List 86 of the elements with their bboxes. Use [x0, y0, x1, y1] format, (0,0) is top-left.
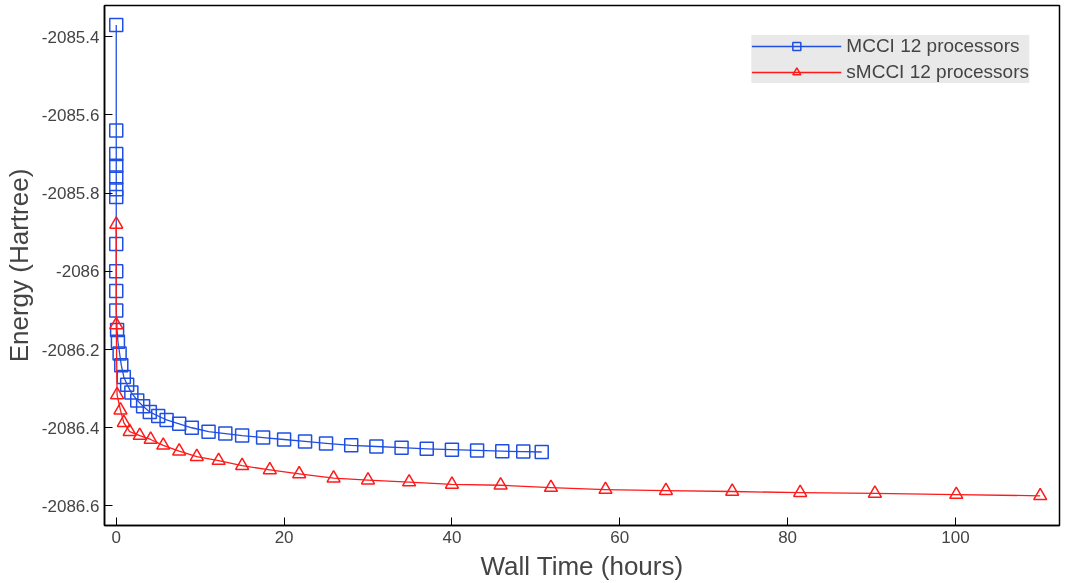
y-tick-label: -2085.8	[41, 184, 100, 204]
point	[1032, 487, 1048, 501]
point	[234, 428, 250, 443]
legend-label: sMCCI 12 processors	[846, 61, 1029, 83]
point	[129, 393, 145, 408]
x-axis-title: Wall Time (hours)	[480, 550, 684, 581]
point	[155, 437, 171, 450]
point	[369, 439, 384, 454]
y-tick-label: -2085.4	[41, 27, 100, 47]
point	[297, 434, 313, 449]
point	[109, 146, 124, 162]
point	[516, 444, 531, 459]
legend-label: MCCI 12 processors	[846, 35, 1020, 57]
point	[109, 189, 124, 205]
point	[401, 473, 417, 487]
point	[255, 430, 271, 445]
point	[109, 170, 124, 185]
y-tick-label: -2086.6	[41, 496, 100, 516]
point	[360, 471, 376, 485]
point	[444, 476, 460, 489]
point	[142, 404, 158, 420]
x-tick-label: 60	[610, 527, 630, 547]
point	[122, 423, 137, 437]
point	[444, 442, 460, 457]
x-tick-label: 100	[941, 527, 970, 547]
point	[159, 412, 174, 428]
point	[109, 17, 124, 33]
point	[318, 436, 334, 451]
point	[150, 408, 166, 424]
point	[543, 479, 559, 493]
point	[469, 443, 485, 458]
point	[110, 334, 126, 349]
point	[109, 123, 124, 138]
point	[534, 444, 549, 460]
point	[109, 283, 124, 299]
point	[493, 476, 508, 490]
point	[109, 158, 124, 174]
point	[114, 357, 129, 373]
y-tick-label: -2086.4	[41, 418, 100, 438]
point	[109, 322, 125, 338]
point	[113, 401, 128, 415]
point	[276, 432, 292, 447]
point	[211, 452, 226, 466]
point	[792, 484, 808, 498]
point	[109, 386, 125, 400]
point	[109, 236, 124, 252]
y-tick-label: -2086.2	[41, 340, 100, 360]
point	[598, 481, 613, 495]
point	[189, 448, 205, 462]
point	[419, 441, 434, 457]
point	[262, 461, 278, 475]
point	[109, 182, 124, 197]
point	[184, 420, 200, 436]
point	[124, 385, 139, 400]
x-tick-label: 0	[111, 527, 121, 547]
y-tick-label: -2085.6	[41, 105, 100, 125]
point	[135, 399, 151, 414]
point	[291, 465, 307, 479]
point	[112, 346, 127, 361]
point	[171, 442, 187, 456]
x-tick-label: 20	[274, 527, 294, 547]
point	[218, 426, 233, 441]
point	[119, 377, 135, 392]
point	[132, 427, 147, 441]
point	[116, 369, 132, 385]
point	[724, 483, 740, 496]
point	[949, 486, 964, 500]
point	[109, 303, 124, 318]
point	[495, 443, 510, 459]
point	[394, 440, 409, 455]
point	[143, 431, 158, 444]
point	[109, 216, 124, 229]
y-axis-title: Energy (Hartree)	[3, 168, 34, 363]
point	[109, 316, 124, 330]
y-tick-label: -2086	[56, 262, 100, 282]
point	[658, 482, 674, 496]
point	[867, 485, 883, 498]
point	[343, 438, 359, 453]
x-tick-label: 40	[442, 527, 462, 547]
point	[326, 469, 341, 483]
point	[116, 414, 132, 428]
point	[171, 416, 187, 432]
point	[201, 424, 216, 439]
x-tick-label: 80	[778, 527, 798, 547]
point	[234, 457, 250, 471]
point	[109, 264, 124, 279]
